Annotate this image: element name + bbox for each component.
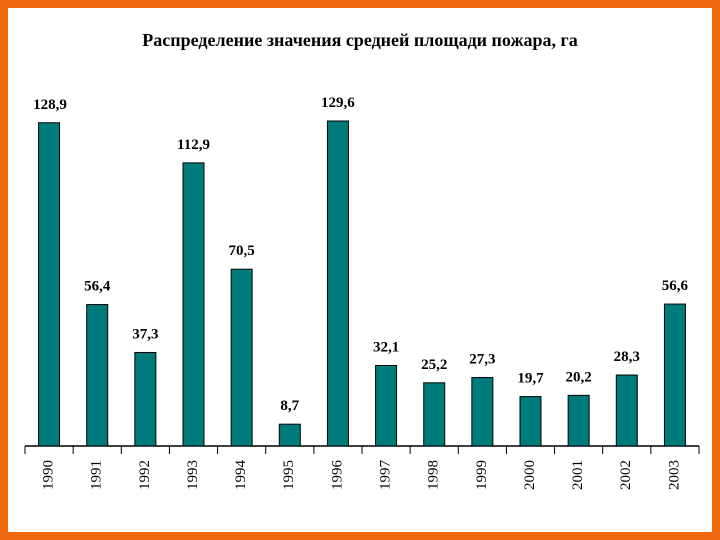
x-tick-label: 1991 xyxy=(89,460,105,490)
data-label: 32,1 xyxy=(373,340,399,356)
x-tick-label: 1997 xyxy=(378,460,394,491)
x-tick-label: 2002 xyxy=(618,460,634,490)
data-label: 37,3 xyxy=(132,326,158,342)
bar xyxy=(663,303,686,447)
bar xyxy=(615,374,638,447)
bar xyxy=(567,394,590,447)
bar xyxy=(38,122,61,447)
data-label: 129,6 xyxy=(321,95,355,111)
x-tick-label: 1992 xyxy=(137,460,153,490)
data-label: 20,2 xyxy=(566,369,592,385)
x-tick-label: 1995 xyxy=(281,460,297,490)
x-tick-label: 1990 xyxy=(41,460,57,490)
x-tick-label: 2000 xyxy=(522,460,538,490)
x-tick-label: 1999 xyxy=(474,460,490,490)
bar xyxy=(182,162,205,447)
bar xyxy=(471,377,494,447)
data-label: 56,4 xyxy=(84,279,111,295)
bar xyxy=(134,351,157,447)
data-label: 28,3 xyxy=(614,349,640,365)
bar xyxy=(278,423,301,447)
data-label: 112,9 xyxy=(177,137,210,153)
bar xyxy=(86,304,109,447)
data-label: 128,9 xyxy=(33,97,67,113)
x-tick-label: 1998 xyxy=(426,460,442,490)
bar xyxy=(326,120,349,447)
bar xyxy=(230,268,253,447)
x-tick-label: 2003 xyxy=(666,460,682,490)
bar xyxy=(375,365,398,447)
data-label: 25,2 xyxy=(421,357,447,373)
data-label: 70,5 xyxy=(229,243,255,259)
x-tick-label: 2001 xyxy=(570,460,586,490)
data-label: 8,7 xyxy=(280,398,299,414)
bar xyxy=(519,396,542,447)
data-label: 19,7 xyxy=(517,371,544,387)
bar xyxy=(423,382,446,447)
x-tick-label: 1996 xyxy=(329,460,345,491)
chart-title: Распределение значения средней площади п… xyxy=(142,30,578,50)
x-tick-label: 1994 xyxy=(233,460,249,491)
data-label: 27,3 xyxy=(469,352,495,368)
x-tick-label: 1993 xyxy=(185,460,201,490)
data-label: 56,6 xyxy=(662,278,689,294)
